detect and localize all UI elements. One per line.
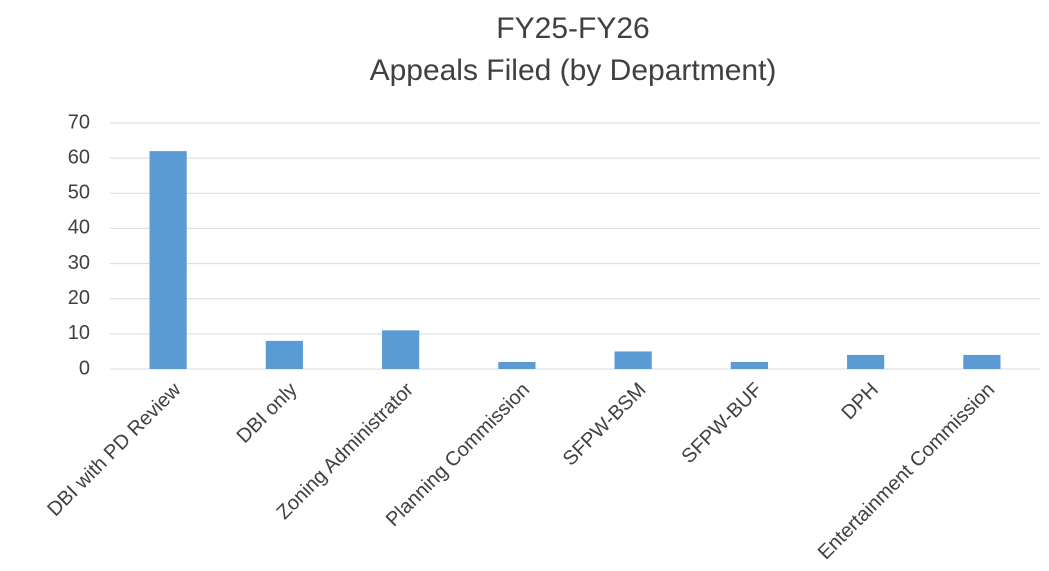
bar — [847, 354, 885, 369]
x-tick-label: DPH — [837, 379, 882, 424]
bar — [149, 151, 187, 369]
x-tick-label: SFPW-BSM — [559, 379, 651, 471]
bar — [498, 361, 536, 369]
y-tick-label: 40 — [68, 217, 90, 239]
x-tick-label: DBI only — [233, 379, 302, 448]
bar — [730, 361, 768, 369]
y-tick-label: 0 — [79, 357, 90, 379]
bar — [265, 340, 303, 369]
bar — [963, 354, 1001, 369]
y-tick-label: 30 — [68, 252, 90, 274]
y-tick-label: 20 — [68, 287, 90, 309]
bar — [382, 330, 420, 369]
bar — [614, 351, 652, 369]
y-tick-label: 10 — [68, 322, 90, 344]
y-tick-label: 50 — [68, 182, 90, 204]
x-tick-label: SFPW-BUF — [677, 379, 766, 468]
y-tick-label: 70 — [68, 111, 90, 133]
x-tick-label: DBI with PD Review — [43, 378, 185, 520]
y-tick-label: 60 — [68, 146, 90, 168]
chart-title: FY25-FY26 — [496, 12, 649, 45]
chart-subtitle: Appeals Filed (by Department) — [370, 54, 777, 87]
